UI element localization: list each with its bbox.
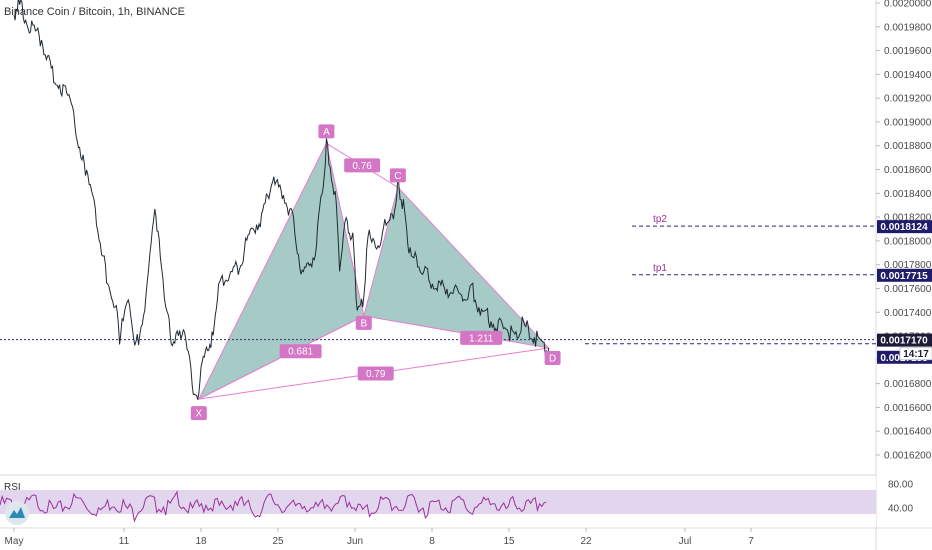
y-tick-label: 0.0019600	[884, 46, 932, 57]
pattern-triangle-bcd[interactable]	[363, 186, 550, 349]
x-tick-label: 8	[429, 536, 435, 547]
y-tick-label: 0.0016200	[884, 451, 932, 462]
price-tag-label-tp1: 0.0017715	[880, 271, 928, 282]
x-tick-label: 22	[580, 536, 592, 547]
point-label-X: X	[195, 409, 202, 420]
point-box-X	[190, 406, 207, 421]
price-tag-tp2[interactable]	[877, 220, 932, 234]
countdown-tag	[899, 347, 932, 361]
x-tick-label: May	[5, 536, 24, 547]
rsi-axis: 80.00 40.00	[888, 480, 913, 515]
y-tick-label: 0.0016800	[884, 379, 932, 390]
point-label-D: D	[549, 353, 556, 364]
rsi-tick-label: 80.00	[888, 480, 913, 491]
y-tick-label: 0.0019800	[884, 22, 932, 33]
y-tick-label: 0.0018000	[884, 236, 932, 247]
x-tick-label: Jun	[347, 536, 363, 547]
level-name-tp1: tp1	[653, 263, 667, 274]
harmonic-pattern[interactable]	[197, 141, 550, 401]
point-label-B: B	[360, 318, 367, 329]
ratio-box	[357, 366, 394, 381]
y-tick-label: 0.0018200	[884, 213, 932, 224]
y-tick-label: 0.0018800	[884, 141, 932, 152]
x-tick-label: 25	[272, 536, 284, 547]
point-box-A	[318, 124, 335, 139]
point-box-D	[544, 350, 561, 365]
y-tick-label: 0.0019400	[884, 70, 932, 81]
rsi-band	[0, 490, 876, 514]
y-tick-label: 0.0016400	[884, 427, 932, 438]
ratio-box	[279, 344, 322, 359]
point-box-C	[389, 168, 406, 183]
point-box-B	[355, 315, 372, 330]
rsi-tick-label: 40.00	[888, 504, 913, 515]
ratio-box	[344, 158, 381, 173]
x-axis[interactable]: May 11 18 25 Jun 8 15 22 Jul 7	[5, 528, 755, 547]
price-tag-label-current: 0.0017170	[880, 336, 928, 347]
tradingview-logo-icon[interactable]	[5, 501, 29, 525]
ratio-box	[460, 330, 503, 345]
countdown-label: 14:17	[903, 349, 929, 360]
ratio-label: 1.211	[469, 333, 494, 344]
x-tick-label: 18	[195, 536, 207, 547]
price-levels[interactable]: tp20.0018124tp10.00177150.00171700.00171…	[0, 214, 932, 364]
y-tick-label: 0.0018600	[884, 165, 932, 176]
rsi-line	[0, 490, 547, 523]
x-tick-label: Jul	[679, 536, 692, 547]
y-tick-label: 0.0017600	[884, 284, 932, 295]
chart-title: Binance Coin / Bitcoin, 1h, BINANCE	[4, 6, 185, 18]
x-tick-label: 7	[748, 536, 754, 547]
ratio-label: 0.76	[352, 161, 372, 172]
point-label-A: A	[323, 127, 330, 138]
y-tick-label: 0.0018400	[884, 189, 932, 200]
price-tag-tp1[interactable]	[877, 268, 932, 282]
point-label-C: C	[394, 171, 401, 182]
y-tick-label: 0.0017800	[884, 260, 932, 271]
y-tick-label: 0.0016600	[884, 403, 932, 414]
ratio-label: 0.79	[366, 369, 386, 380]
y-tick-label: 0.0019200	[884, 94, 932, 105]
y-tick-label: 0.0017400	[884, 308, 932, 319]
price-line	[13, 0, 550, 400]
y-axis[interactable]: 0.0020000 0.0019800 0.0019600 0.0019400 0.00…	[876, 0, 932, 462]
level-name-tp2: tp2	[653, 214, 667, 225]
price-tag-current[interactable]	[877, 333, 932, 347]
y-tick-label: 0.0020000	[884, 0, 932, 10]
rsi-label: RSI	[4, 482, 21, 493]
price-tag-label-tp2: 0.0018124	[880, 222, 928, 233]
ratio-label: 0.681	[288, 347, 313, 358]
y-tick-label: 0.0019000	[884, 117, 932, 128]
pattern-labels: X A B C D 0.681 0.76 1.211 0.79	[190, 124, 561, 421]
x-tick-label: 15	[503, 536, 515, 547]
x-tick-label: 11	[119, 536, 130, 547]
